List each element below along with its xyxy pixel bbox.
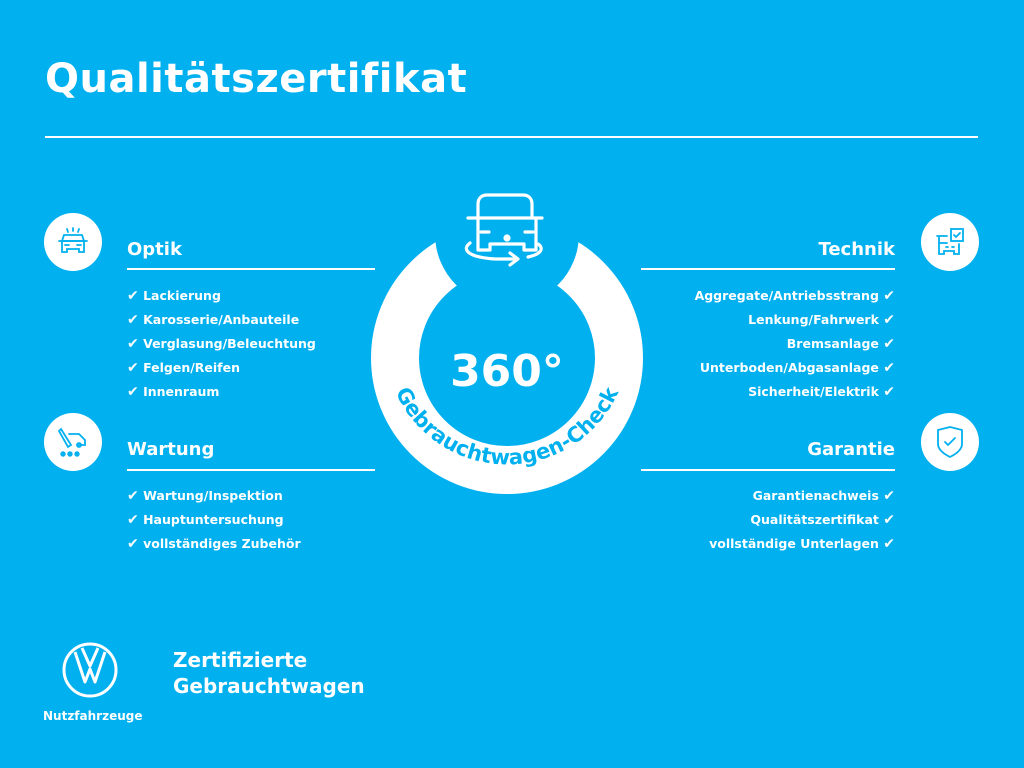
- check-icon: ✔: [883, 512, 895, 528]
- check-icon: ✔: [883, 288, 895, 304]
- list-item-label: Wartung/Inspektion: [143, 488, 283, 503]
- service-tools-icon: [44, 413, 102, 471]
- list-item: ✔ Felgen/Reifen: [127, 356, 387, 380]
- section-heading-optik: Optik: [127, 239, 182, 260]
- check-icon: ✔: [127, 512, 139, 528]
- list-technik: Aggregate/Antriebsstrang ✔ Lenkung/Fahrw…: [635, 284, 895, 404]
- check-icon: ✔: [127, 360, 139, 376]
- check-icon: ✔: [127, 336, 139, 352]
- check-icon: ✔: [127, 384, 139, 400]
- vw-logo: [62, 642, 118, 698]
- car-front-icon: [44, 213, 102, 271]
- section-heading-technik: Technik: [818, 239, 895, 260]
- car-checklist-icon: [921, 213, 979, 271]
- check-icon: ✔: [127, 312, 139, 328]
- list-item-label: Garantienachweis: [752, 488, 879, 503]
- tagline-line-2: Gebrauchtwagen: [173, 674, 365, 698]
- list-item: Aggregate/Antriebsstrang ✔: [635, 284, 895, 308]
- section-heading-garantie: Garantie: [807, 439, 895, 460]
- list-item-label: vollständiges Zubehör: [143, 536, 301, 551]
- list-item-label: Unterboden/Abgasanlage: [699, 360, 879, 375]
- list-item: Sicherheit/Elektrik ✔: [635, 380, 895, 404]
- tagline-line-1: Zertifizierte: [173, 648, 308, 672]
- section-heading-wartung: Wartung: [127, 439, 215, 460]
- 360-check-badge: 360° Gebrauchtwagen-Check: [371, 180, 643, 494]
- check-icon: ✔: [883, 360, 895, 376]
- badge-number: 360°: [450, 346, 564, 397]
- shield-check-icon: [921, 413, 979, 471]
- list-item: ✔ Innenraum: [127, 380, 387, 404]
- section-divider-technik: [641, 268, 895, 270]
- brand-label: Nutzfahrzeuge: [43, 709, 143, 723]
- tagline: Zertifizierte Gebrauchtwagen: [173, 647, 365, 699]
- list-item: vollständige Unterlagen ✔: [635, 532, 895, 556]
- list-item: ✔ Karosserie/Anbauteile: [127, 308, 387, 332]
- list-wartung: ✔ Wartung/Inspektion ✔ Hauptuntersuchung…: [127, 484, 387, 556]
- section-divider-garantie: [641, 469, 895, 471]
- page-title: Qualitätszertifikat: [45, 56, 468, 102]
- list-item: ✔ Lackierung: [127, 284, 387, 308]
- list-item: Unterboden/Abgasanlage ✔: [635, 356, 895, 380]
- check-icon: ✔: [883, 488, 895, 504]
- list-item-label: Hauptuntersuchung: [143, 512, 284, 527]
- list-item: ✔ Wartung/Inspektion: [127, 484, 387, 508]
- list-item-label: Qualitätszertifikat: [750, 512, 879, 527]
- list-optik: ✔ Lackierung ✔ Karosserie/Anbauteile ✔ V…: [127, 284, 387, 404]
- list-item-label: Bremsanlage: [786, 336, 879, 351]
- list-item: ✔ Hauptuntersuchung: [127, 508, 387, 532]
- check-icon: ✔: [883, 312, 895, 328]
- list-item-label: Felgen/Reifen: [143, 360, 240, 375]
- list-item-label: Karosserie/Anbauteile: [143, 312, 300, 327]
- list-item: Qualitätszertifikat ✔: [635, 508, 895, 532]
- list-item: Garantienachweis ✔: [635, 484, 895, 508]
- list-item: ✔ Verglasung/Beleuchtung: [127, 332, 387, 356]
- list-garantie: Garantienachweis ✔ Qualitätszertifikat ✔…: [635, 484, 895, 556]
- list-item: ✔ vollständiges Zubehör: [127, 532, 387, 556]
- car-rotate-icon: [464, 193, 544, 267]
- section-divider-wartung: [127, 469, 375, 471]
- check-icon: ✔: [127, 288, 139, 304]
- list-item-label: Verglasung/Beleuchtung: [143, 336, 316, 351]
- list-item-label: Aggregate/Antriebsstrang: [694, 288, 879, 303]
- list-item-label: Lenkung/Fahrwerk: [748, 312, 879, 327]
- check-icon: ✔: [127, 488, 139, 504]
- check-icon: ✔: [883, 336, 895, 352]
- list-item-label: Sicherheit/Elektrik: [748, 384, 879, 399]
- list-item: Bremsanlage ✔: [635, 332, 895, 356]
- check-icon: ✔: [883, 384, 895, 400]
- check-icon: ✔: [883, 536, 895, 552]
- list-item: Lenkung/Fahrwerk ✔: [635, 308, 895, 332]
- title-divider: [45, 136, 978, 138]
- list-item-label: vollständige Unterlagen: [709, 536, 879, 551]
- check-icon: ✔: [127, 536, 139, 552]
- list-item-label: Lackierung: [143, 288, 221, 303]
- list-item-label: Innenraum: [143, 384, 220, 399]
- section-divider-optik: [127, 268, 375, 270]
